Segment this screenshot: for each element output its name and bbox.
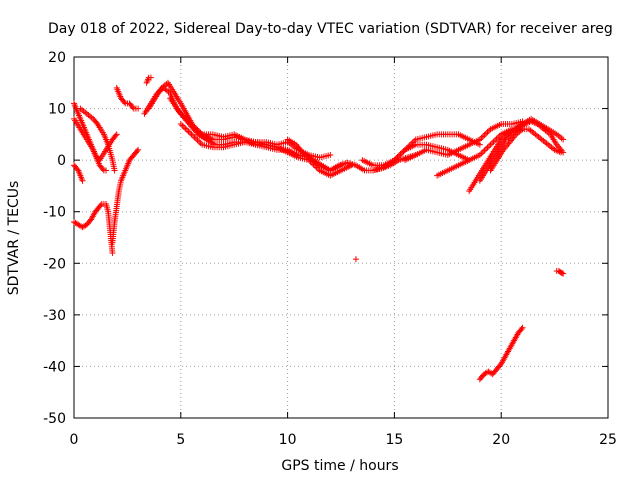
data-point [135,146,142,153]
x-tick-label: 10 [279,432,297,448]
y-tick-label: 10 [48,102,66,118]
data-point [518,326,525,333]
x-axis-title: GPS time / hours [281,458,398,474]
data-point [113,131,120,138]
data-point [103,167,110,174]
data-point [560,136,567,143]
data-points [71,74,567,383]
y-tick-label: 20 [48,50,66,66]
data-point [135,105,142,112]
data-point [559,270,566,277]
data-point [74,166,81,173]
grid-lines [74,57,608,418]
data-point [300,150,307,157]
data-point [109,249,116,256]
data-point [476,141,483,148]
data-point [111,167,118,174]
data-point [121,99,128,106]
data-point [519,324,526,331]
y-tick-label: -10 [43,205,66,221]
data-point [558,149,565,156]
y-tick-label: -30 [43,308,66,324]
data-point [99,166,106,173]
data-point [327,151,334,158]
data-point [147,74,154,81]
axis-ticks [73,56,609,419]
x-tick-labels: 0 5 10 15 20 25 [70,432,617,448]
plot-frame [73,56,609,419]
data-point [97,202,104,209]
y-tick-label: -40 [43,359,66,375]
data-point [134,148,141,155]
data-point [284,146,291,153]
data-point [112,132,119,139]
y-tick-label: -50 [43,411,66,427]
y-tick-label: -20 [43,256,66,272]
data-point [560,270,567,277]
x-tick-label: 15 [385,432,403,448]
x-tick-label: 5 [176,432,185,448]
y-tick-label: 0 [57,153,66,169]
x-tick-label: 0 [70,432,79,448]
chart-title: Day 018 of 2022, Sidereal Day-to-day VTE… [48,21,613,37]
data-point [129,104,136,111]
data-point [352,256,359,263]
y-tick-labels: -50 -40 -30 -20 -10 0 10 20 [43,50,66,427]
data-point [79,177,86,184]
x-tick-label: 20 [492,432,510,448]
y-axis-title: SDTVAR / TECUs [6,181,22,296]
x-tick-label: 25 [599,432,617,448]
data-point [93,119,100,126]
